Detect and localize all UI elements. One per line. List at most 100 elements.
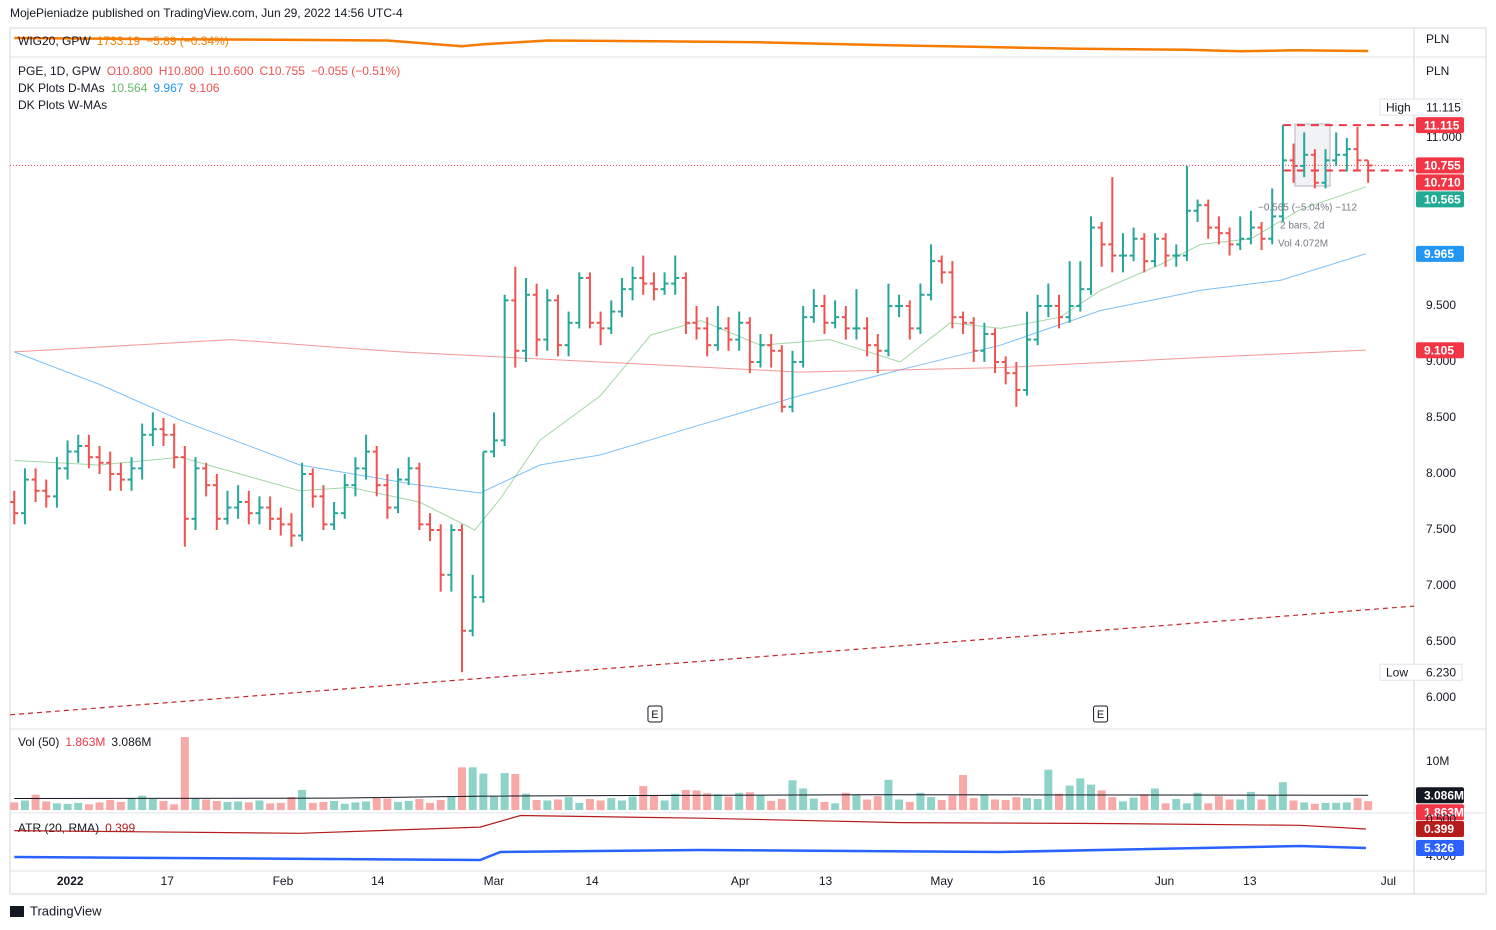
x-tick-label: 16 (1032, 874, 1046, 888)
volume-bar (116, 801, 125, 811)
legend-value: 10.564 (111, 81, 148, 95)
price-label: 10.710 (1424, 176, 1461, 190)
volume-bar (831, 803, 840, 811)
volume-bar (223, 801, 232, 811)
y-tick-label: 6.000 (1426, 690, 1456, 704)
volume-bar (1140, 794, 1149, 811)
volume-bar (276, 802, 285, 811)
x-tick-label: May (930, 874, 953, 888)
price-label-box (1416, 820, 1464, 837)
legend-value: 3.086M (111, 735, 151, 749)
price-label-box (1416, 839, 1464, 856)
volume-bar (575, 802, 584, 811)
volume-bar (1289, 800, 1298, 811)
volume-bar (553, 799, 562, 811)
volume-bar (1193, 792, 1202, 811)
legend-value: 0.399 (105, 821, 135, 835)
volume-bar (511, 774, 520, 811)
volume-bar (148, 799, 157, 811)
index-line (14, 36, 1369, 53)
volume-bar (212, 800, 221, 811)
volume-bar (63, 803, 72, 811)
volume-bar (95, 802, 104, 811)
volume-bar (489, 796, 498, 811)
x-tick-label: Jul (1381, 874, 1396, 888)
volume-bar (42, 801, 51, 811)
volume-bar (756, 795, 765, 811)
volume-bar (521, 793, 530, 811)
volume-bar (991, 799, 1000, 811)
price-label: 11.115 (1424, 118, 1460, 132)
volume-bar (500, 773, 509, 811)
volume-bar (308, 802, 317, 811)
legend-value: 9.967 (153, 81, 183, 95)
price-label-box (1416, 157, 1464, 174)
price-label: 0.399 (1424, 822, 1454, 836)
price-label: 9.965 (1424, 247, 1454, 261)
volume-bar (863, 799, 872, 811)
extreme-name: High (1386, 100, 1411, 114)
volume-bar (266, 803, 275, 811)
volume-bar (1108, 797, 1117, 811)
volume-bar (330, 800, 339, 811)
volume-bar (287, 797, 296, 811)
volume-bar (127, 798, 136, 811)
volume-bar (1364, 801, 1373, 811)
volume-bar (1033, 799, 1042, 811)
ohlc-value: C10.755 (260, 64, 306, 78)
volume-bar (532, 799, 541, 811)
volume-bar (585, 799, 594, 811)
volume-bar (468, 767, 477, 811)
x-tick-label: 14 (585, 874, 599, 888)
volume-bar (724, 796, 733, 811)
y-tick-label: 11.000 (1426, 130, 1462, 144)
volume-bar (895, 799, 904, 811)
event-label: E (651, 709, 658, 721)
indicator-line (14, 814, 1367, 834)
volume-bar (255, 800, 264, 811)
volume-bar (1310, 803, 1319, 811)
symbol: PGE, 1D, GPW (18, 64, 101, 78)
volume-bar (1118, 801, 1127, 811)
volume-bar (681, 789, 690, 811)
ohlc-value: O10.800 (107, 64, 153, 78)
indicator-title: DK Plots W-MAs (18, 98, 107, 112)
volume-bar (372, 797, 381, 811)
volume-bar (543, 800, 552, 811)
price-label: 10.755 (1424, 159, 1461, 173)
y-tick-label: 9.500 (1426, 298, 1456, 312)
volume-bar (1257, 799, 1266, 811)
volume-bar (340, 803, 349, 811)
legend: DK Plots W-MAs (18, 98, 107, 112)
y-tick-label: 10M (1426, 754, 1449, 768)
indicator-title: ATR (20, RMA) (18, 821, 99, 835)
volume-bar (959, 775, 968, 811)
volume-bar (479, 773, 488, 811)
volume-bar (713, 794, 722, 811)
volume-bar (649, 795, 658, 811)
volume-bar (1353, 798, 1362, 811)
volume-bar (1012, 797, 1021, 811)
volume-bar (1150, 788, 1159, 811)
x-tick-label: 17 (161, 874, 175, 888)
volume-bar (809, 798, 818, 811)
price-label: 9.105 (1424, 343, 1454, 357)
volume-bar (948, 795, 957, 811)
volume-bar (20, 800, 29, 811)
volume-bar (52, 803, 61, 811)
brand-logo (10, 906, 24, 917)
extreme-box (1379, 663, 1463, 681)
ohlc-value: L10.600 (210, 64, 254, 78)
volume-bar (159, 800, 168, 811)
volume-bar (404, 800, 413, 811)
indicator-title: Vol (50) (18, 735, 59, 749)
event-marker (647, 705, 663, 723)
volume-bar (362, 801, 371, 811)
symbol: WIG20, GPW (18, 34, 91, 48)
volume-bar (596, 800, 605, 811)
y-tick-label: 8.000 (1426, 466, 1456, 480)
y-tick-label: 7.000 (1426, 578, 1456, 592)
volume-bar (1268, 795, 1277, 811)
price-label: 10.565 (1424, 193, 1461, 207)
